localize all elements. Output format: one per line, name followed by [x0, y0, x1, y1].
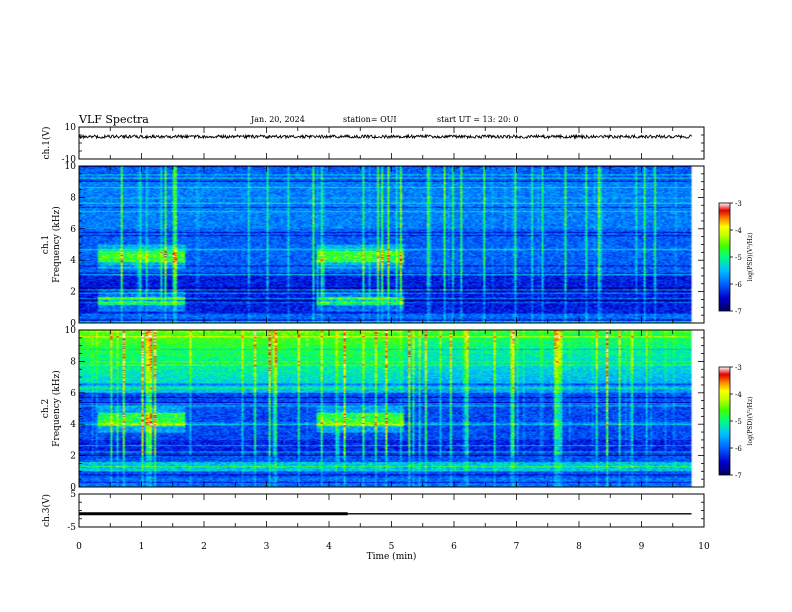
chart-title: VLF Spectra — [79, 113, 149, 126]
time-axis-label: Time (min) — [367, 551, 417, 562]
ch1-spectrogram-ylabel: Frequency (kHz) — [51, 206, 62, 283]
ch2-spectrogram-ytick-label: 6 — [70, 389, 76, 399]
ch1-spectrogram-ytick-label: 0 — [70, 319, 76, 329]
ch2-spectrogram-colorbar-tick-label: -5 — [735, 418, 742, 426]
ch1-spectrogram-image — [79, 166, 704, 323]
ch1-waveform-ytick-label: -10 — [62, 155, 77, 165]
ch2-spectrogram-colorbar — [718, 366, 731, 476]
ch2-spectrogram-ytick-label: 0 — [70, 483, 76, 493]
ch2-spectrogram-ylabel: Frequency (kHz) — [51, 370, 62, 447]
time-tick-label: 9 — [639, 542, 645, 552]
ch1-spectrogram-ytick-label: 8 — [70, 193, 76, 203]
ch1-spectrogram-ytick-label: 6 — [70, 225, 76, 235]
ch2-spectrogram-ytick-label: 10 — [65, 326, 77, 336]
time-tick-label: 10 — [698, 542, 710, 552]
time-tick-label: 1 — [139, 542, 145, 552]
ch1-waveform-line — [78, 133, 692, 140]
ch2-spectrogram-channel-label: ch.2 — [41, 399, 51, 418]
ch1-waveform-ytick-label: 10 — [65, 123, 77, 133]
ch2-spectrogram-colorbar-label: log(PSD)(V²/Hz) — [747, 397, 754, 446]
time-tick-label: 2 — [201, 542, 207, 552]
ch1-spectrogram-colorbar-tick-label: -5 — [735, 254, 742, 262]
ch2-spectrogram-ytick-label: 8 — [70, 357, 76, 367]
date-label: Jan. 20, 2024 — [251, 115, 305, 124]
ch3-waveform-ytick-label: -5 — [67, 523, 76, 533]
ch1-spectrogram-colorbar-tick-label: -6 — [735, 281, 742, 289]
ch3-waveform-ytick-label: 5 — [70, 490, 76, 500]
start-time-label: start UT = 13: 20: 0 — [437, 115, 519, 124]
ch1-spectrogram-colorbar-tick-label: -4 — [735, 227, 742, 235]
ch2-spectrogram-colorbar-tick-label: -4 — [735, 391, 742, 399]
time-tick-label: 4 — [326, 542, 332, 552]
time-tick-label: 5 — [389, 542, 395, 552]
time-tick-label: 6 — [451, 542, 457, 552]
ch1-waveform-ylabel: ch.1(V) — [41, 127, 52, 160]
ch1-spectrogram-ytick-label: 10 — [65, 162, 77, 172]
ch1-spectrogram-colorbar — [718, 202, 731, 312]
ch2-spectrogram-ytick-label: 4 — [70, 420, 76, 430]
ch2-spectrogram-ytick-label: 2 — [70, 452, 76, 462]
ch2-spectrogram-colorbar-tick-label: -6 — [735, 445, 742, 453]
ch1-spectrogram-ytick-label: 2 — [70, 288, 76, 298]
ch2-spectrogram-colorbar-tick-label: -3 — [735, 364, 742, 372]
time-tick-label: 0 — [76, 542, 82, 552]
ch1-spectrogram-colorbar-tick-label: -3 — [735, 200, 742, 208]
ch3-waveform-ylabel: ch.3(V) — [41, 494, 52, 527]
ch1-spectrogram-ytick-label: 4 — [70, 256, 76, 266]
time-tick-label: 8 — [576, 542, 582, 552]
ch1-spectrogram-channel-label: ch.1 — [41, 235, 51, 254]
ch1-spectrogram-colorbar-tick-label: -7 — [735, 308, 742, 316]
ch2-spectrogram-colorbar-tick-label: -7 — [735, 472, 742, 480]
time-tick-label: 3 — [264, 542, 270, 552]
ch2-spectrogram-image — [79, 330, 704, 487]
station-label: station= OUI — [343, 115, 397, 124]
time-tick-label: 7 — [514, 542, 520, 552]
ch1-spectrogram-colorbar-label: log(PSD)(V²/Hz) — [747, 233, 754, 282]
